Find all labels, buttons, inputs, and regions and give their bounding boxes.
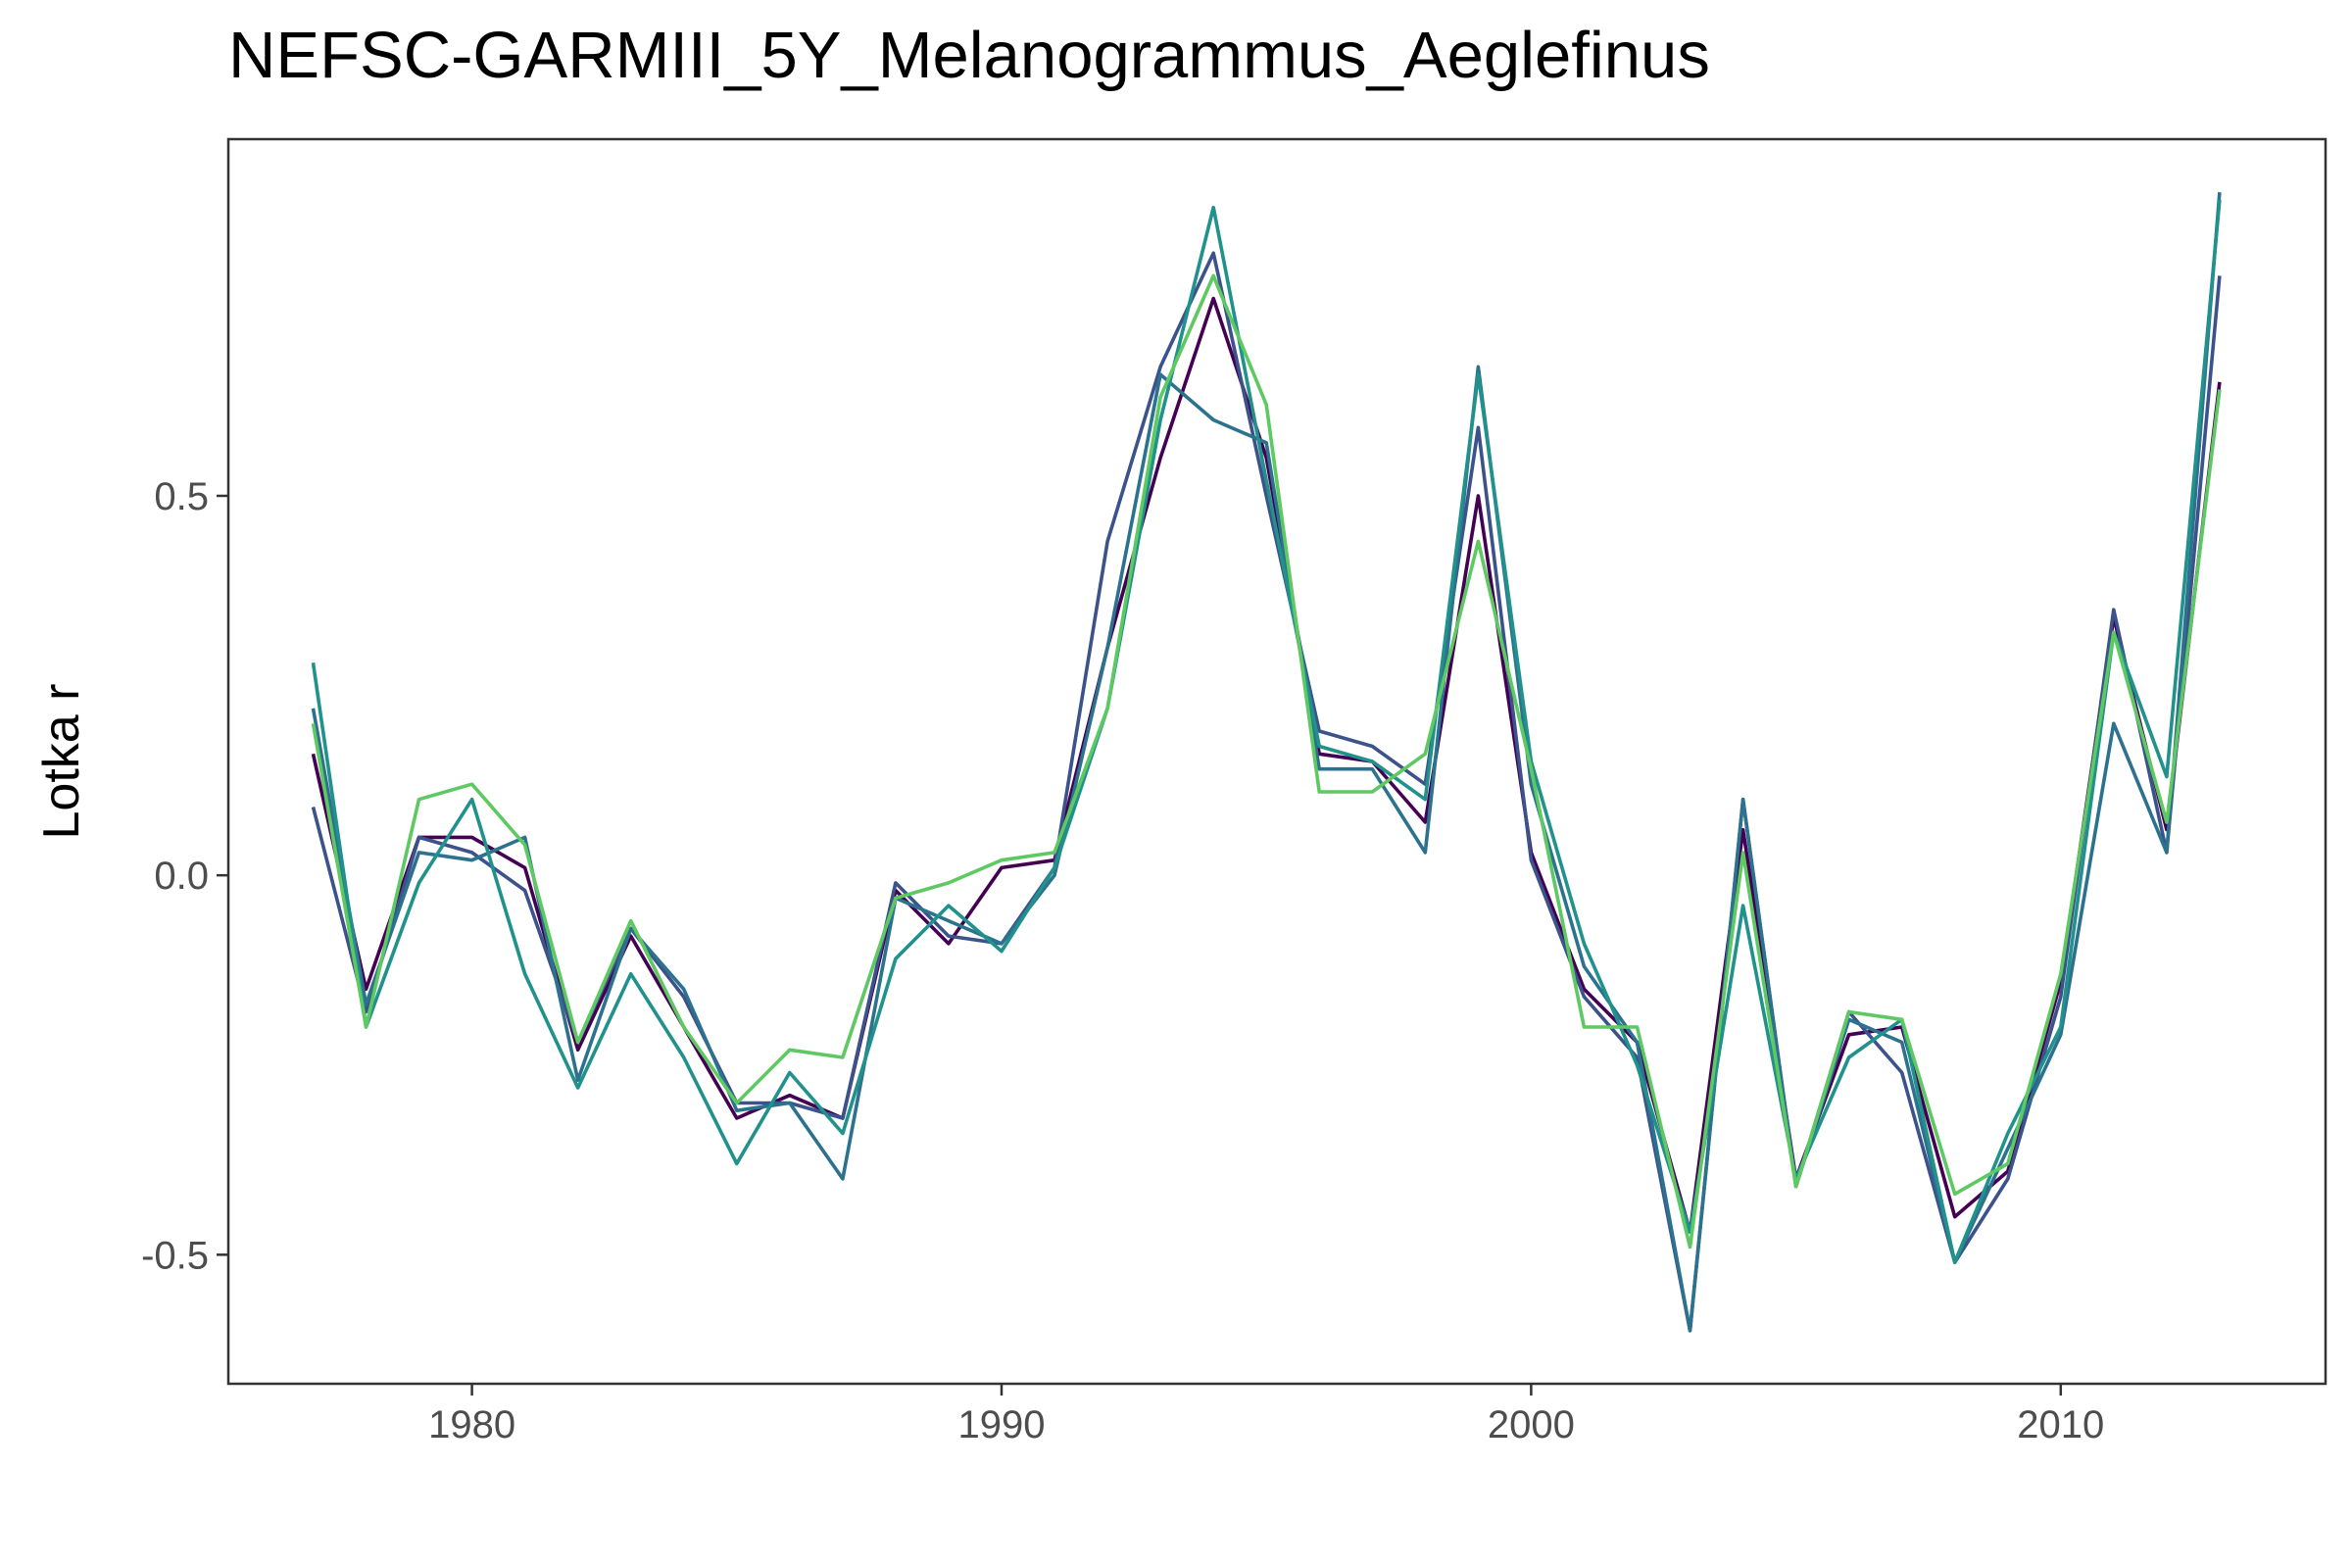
x-tick-label: 1990 [957, 1403, 1045, 1446]
plot-panel-border [226, 137, 2328, 1386]
x-tick-label: 2010 [2017, 1403, 2104, 1446]
series-line-4 [311, 199, 2222, 1264]
x-tick-label: 2000 [1488, 1403, 1575, 1446]
y-tick-label: 0.0 [154, 855, 209, 898]
y-tick-label: -0.5 [141, 1234, 209, 1277]
x-tick-label: 1980 [428, 1403, 515, 1446]
series-line-1 [311, 296, 2222, 1234]
y-tick-label: 0.5 [154, 475, 209, 518]
series-lines [311, 192, 2222, 1333]
y-axis-title: Lotka r [33, 684, 90, 840]
series-line-3 [311, 192, 2222, 1333]
chart-title: NEFSC-GARMIII_5Y_Melanogrammus_Aeglefinu… [228, 19, 1710, 92]
series-line-5 [311, 273, 2222, 1250]
axis-ticks: 1980 1990 2000 2010 0.5 0.0 -0.5 [141, 475, 2104, 1446]
